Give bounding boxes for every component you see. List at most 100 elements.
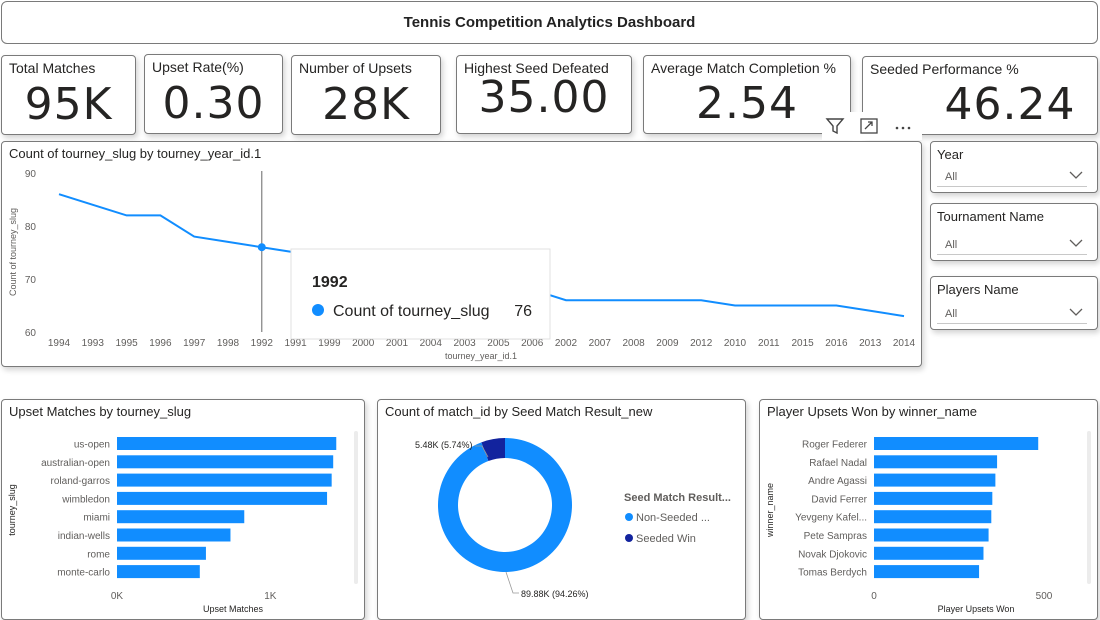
slicer-value: All	[945, 171, 958, 183]
kpi-card-number-of-upsets[interactable]: Number of Upsets 28K	[291, 55, 441, 135]
x-tick-label: 2016	[825, 338, 848, 349]
x-axis-title: Upset Matches	[203, 604, 264, 614]
tooltip-header: 1992	[312, 274, 348, 291]
legend-item: Seeded Win	[636, 533, 696, 545]
x-tick-label: 2010	[724, 338, 747, 349]
x-tick-label: 500	[1036, 591, 1053, 602]
x-tick-label: 2008	[622, 338, 645, 349]
donut-chart-visual[interactable]: Count of match_id by Seed Match Result_n…	[377, 399, 746, 620]
chevron-down-icon	[1069, 308, 1083, 316]
x-axis-title: tourney_year_id.1	[445, 351, 517, 361]
slicer-title: Tournament Name	[937, 209, 1044, 224]
line-chart: 60 70 80 90 1994 1993 1995 1996 1997 1998 1992 1991…	[8, 169, 916, 361]
category-label: roland-garros	[51, 476, 110, 487]
x-tick-label: 1994	[48, 338, 71, 349]
bar-chart: Roger Federer Rafael Nadal Andre Agassi Dav…	[765, 431, 1091, 614]
category-label: monte-carlo	[57, 568, 110, 579]
x-tick-label: 1999	[318, 338, 341, 349]
slicer-tournament-name[interactable]: Tournament Name All	[930, 203, 1098, 261]
kpi-label: Upset Rate(%)	[152, 59, 244, 75]
x-tick-label: 1996	[149, 338, 172, 349]
data-label: 5.48K (5.74%)	[415, 440, 473, 450]
category-label: rome	[87, 549, 110, 560]
kpi-card-highest-seed-defeated[interactable]: Highest Seed Defeated 35.00	[456, 55, 632, 134]
dashboard-title-bar: Tennis Competition Analytics Dashboard	[1, 1, 1098, 44]
kpi-card-average-match-completion[interactable]: Average Match Completion % 2.54	[643, 55, 851, 134]
bar	[117, 491, 328, 505]
kpi-value: 28K	[322, 79, 410, 130]
bar	[874, 565, 980, 579]
tooltip-box	[290, 248, 551, 340]
x-tick-label: 2002	[555, 338, 578, 349]
scrollbar	[354, 431, 358, 584]
x-tick-label: 2005	[487, 338, 510, 349]
bar	[874, 455, 998, 469]
category-label: australian-open	[41, 458, 110, 469]
bar	[117, 546, 206, 560]
x-tick-label: 2007	[589, 338, 612, 349]
x-tick-label: 1997	[183, 338, 206, 349]
tooltip-series-name: Count of tourney_slug	[333, 303, 490, 320]
slicer-title: Year	[937, 147, 964, 162]
bar	[117, 437, 337, 450]
x-tick-label: 1998	[217, 338, 240, 349]
kpi-value: 95K	[24, 79, 113, 130]
kpi-card-upset-rate[interactable]: Upset Rate(%) 0.30	[144, 54, 283, 134]
visual-header-icons	[822, 112, 922, 140]
bar	[874, 510, 992, 524]
bar-chart-visual-player-upsets[interactable]: Player Upsets Won by winner_name Roger F…	[759, 399, 1098, 620]
kpi-card-total-matches[interactable]: Total Matches 95K	[1, 55, 136, 135]
chevron-down-icon	[1069, 171, 1083, 179]
legend-marker	[625, 534, 633, 542]
category-label: Yevgeny Kafel...	[795, 513, 867, 524]
filter-icon[interactable]	[822, 113, 848, 139]
x-tick-label: 1991	[284, 338, 307, 349]
category-label: Tomas Berdych	[798, 568, 867, 579]
category-label: us-open	[74, 440, 110, 451]
category-label: indian-wells	[58, 531, 110, 542]
chevron-down-icon	[1069, 239, 1083, 247]
legend-title: Seed Match Result...	[624, 492, 731, 504]
tooltip-series-marker	[312, 304, 324, 316]
category-label: Novak Djokovic	[798, 549, 867, 560]
more-options-icon[interactable]	[890, 113, 916, 139]
bar	[874, 473, 996, 487]
category-label: Pete Sampras	[804, 531, 867, 542]
tooltip-value: 76	[514, 303, 532, 320]
category-label: Andre Agassi	[808, 476, 867, 487]
line-chart-visual[interactable]: Count of tourney_slug by tourney_year_id…	[1, 141, 922, 367]
category-label: wimbledon	[61, 494, 110, 505]
y-tick-label: 90	[25, 169, 37, 180]
focus-mode-icon[interactable]	[856, 113, 882, 139]
category-label: Rafael Nadal	[809, 458, 867, 469]
y-axis-title: tourney_slug	[7, 484, 17, 536]
bar	[117, 473, 332, 487]
bar-chart: us-open australian-open roland-garros wimbl…	[7, 431, 358, 614]
kpi-label: Number of Upsets	[299, 60, 412, 76]
slicer-year[interactable]: Year All	[930, 141, 1098, 193]
slicer-value: All	[945, 308, 958, 320]
x-tick-label: 2011	[758, 338, 780, 349]
slicer-dropdown[interactable]: All	[937, 167, 1087, 187]
bar	[874, 528, 989, 542]
data-label: 89.88K (94.26%)	[521, 589, 589, 599]
slicer-players-name[interactable]: Players Name All	[930, 276, 1098, 330]
kpi-value: 2.54	[696, 78, 798, 129]
x-tick-label: 1992	[251, 338, 274, 349]
legend-marker	[625, 513, 633, 521]
slicer-dropdown[interactable]: All	[937, 304, 1087, 324]
bar	[117, 528, 231, 542]
bar	[117, 510, 245, 524]
dashboard-title: Tennis Competition Analytics Dashboard	[403, 14, 696, 31]
category-label: miami	[83, 513, 110, 524]
slicer-title: Players Name	[937, 282, 1019, 297]
visual-title: Count of tourney_slug by tourney_year_id…	[9, 146, 262, 161]
slicer-dropdown[interactable]: All	[937, 235, 1087, 255]
x-tick-label: 0K	[111, 591, 124, 602]
bar-chart-visual-upsets-by-tourney[interactable]: Upset Matches by tourney_slug us-open aus…	[1, 399, 365, 620]
x-tick-label: 2003	[453, 338, 476, 349]
tooltip: 1992 Count of tourney_slug 76	[290, 248, 551, 340]
label-leader-line	[505, 571, 519, 594]
bar	[117, 565, 200, 579]
y-tick-label: 80	[25, 222, 37, 233]
